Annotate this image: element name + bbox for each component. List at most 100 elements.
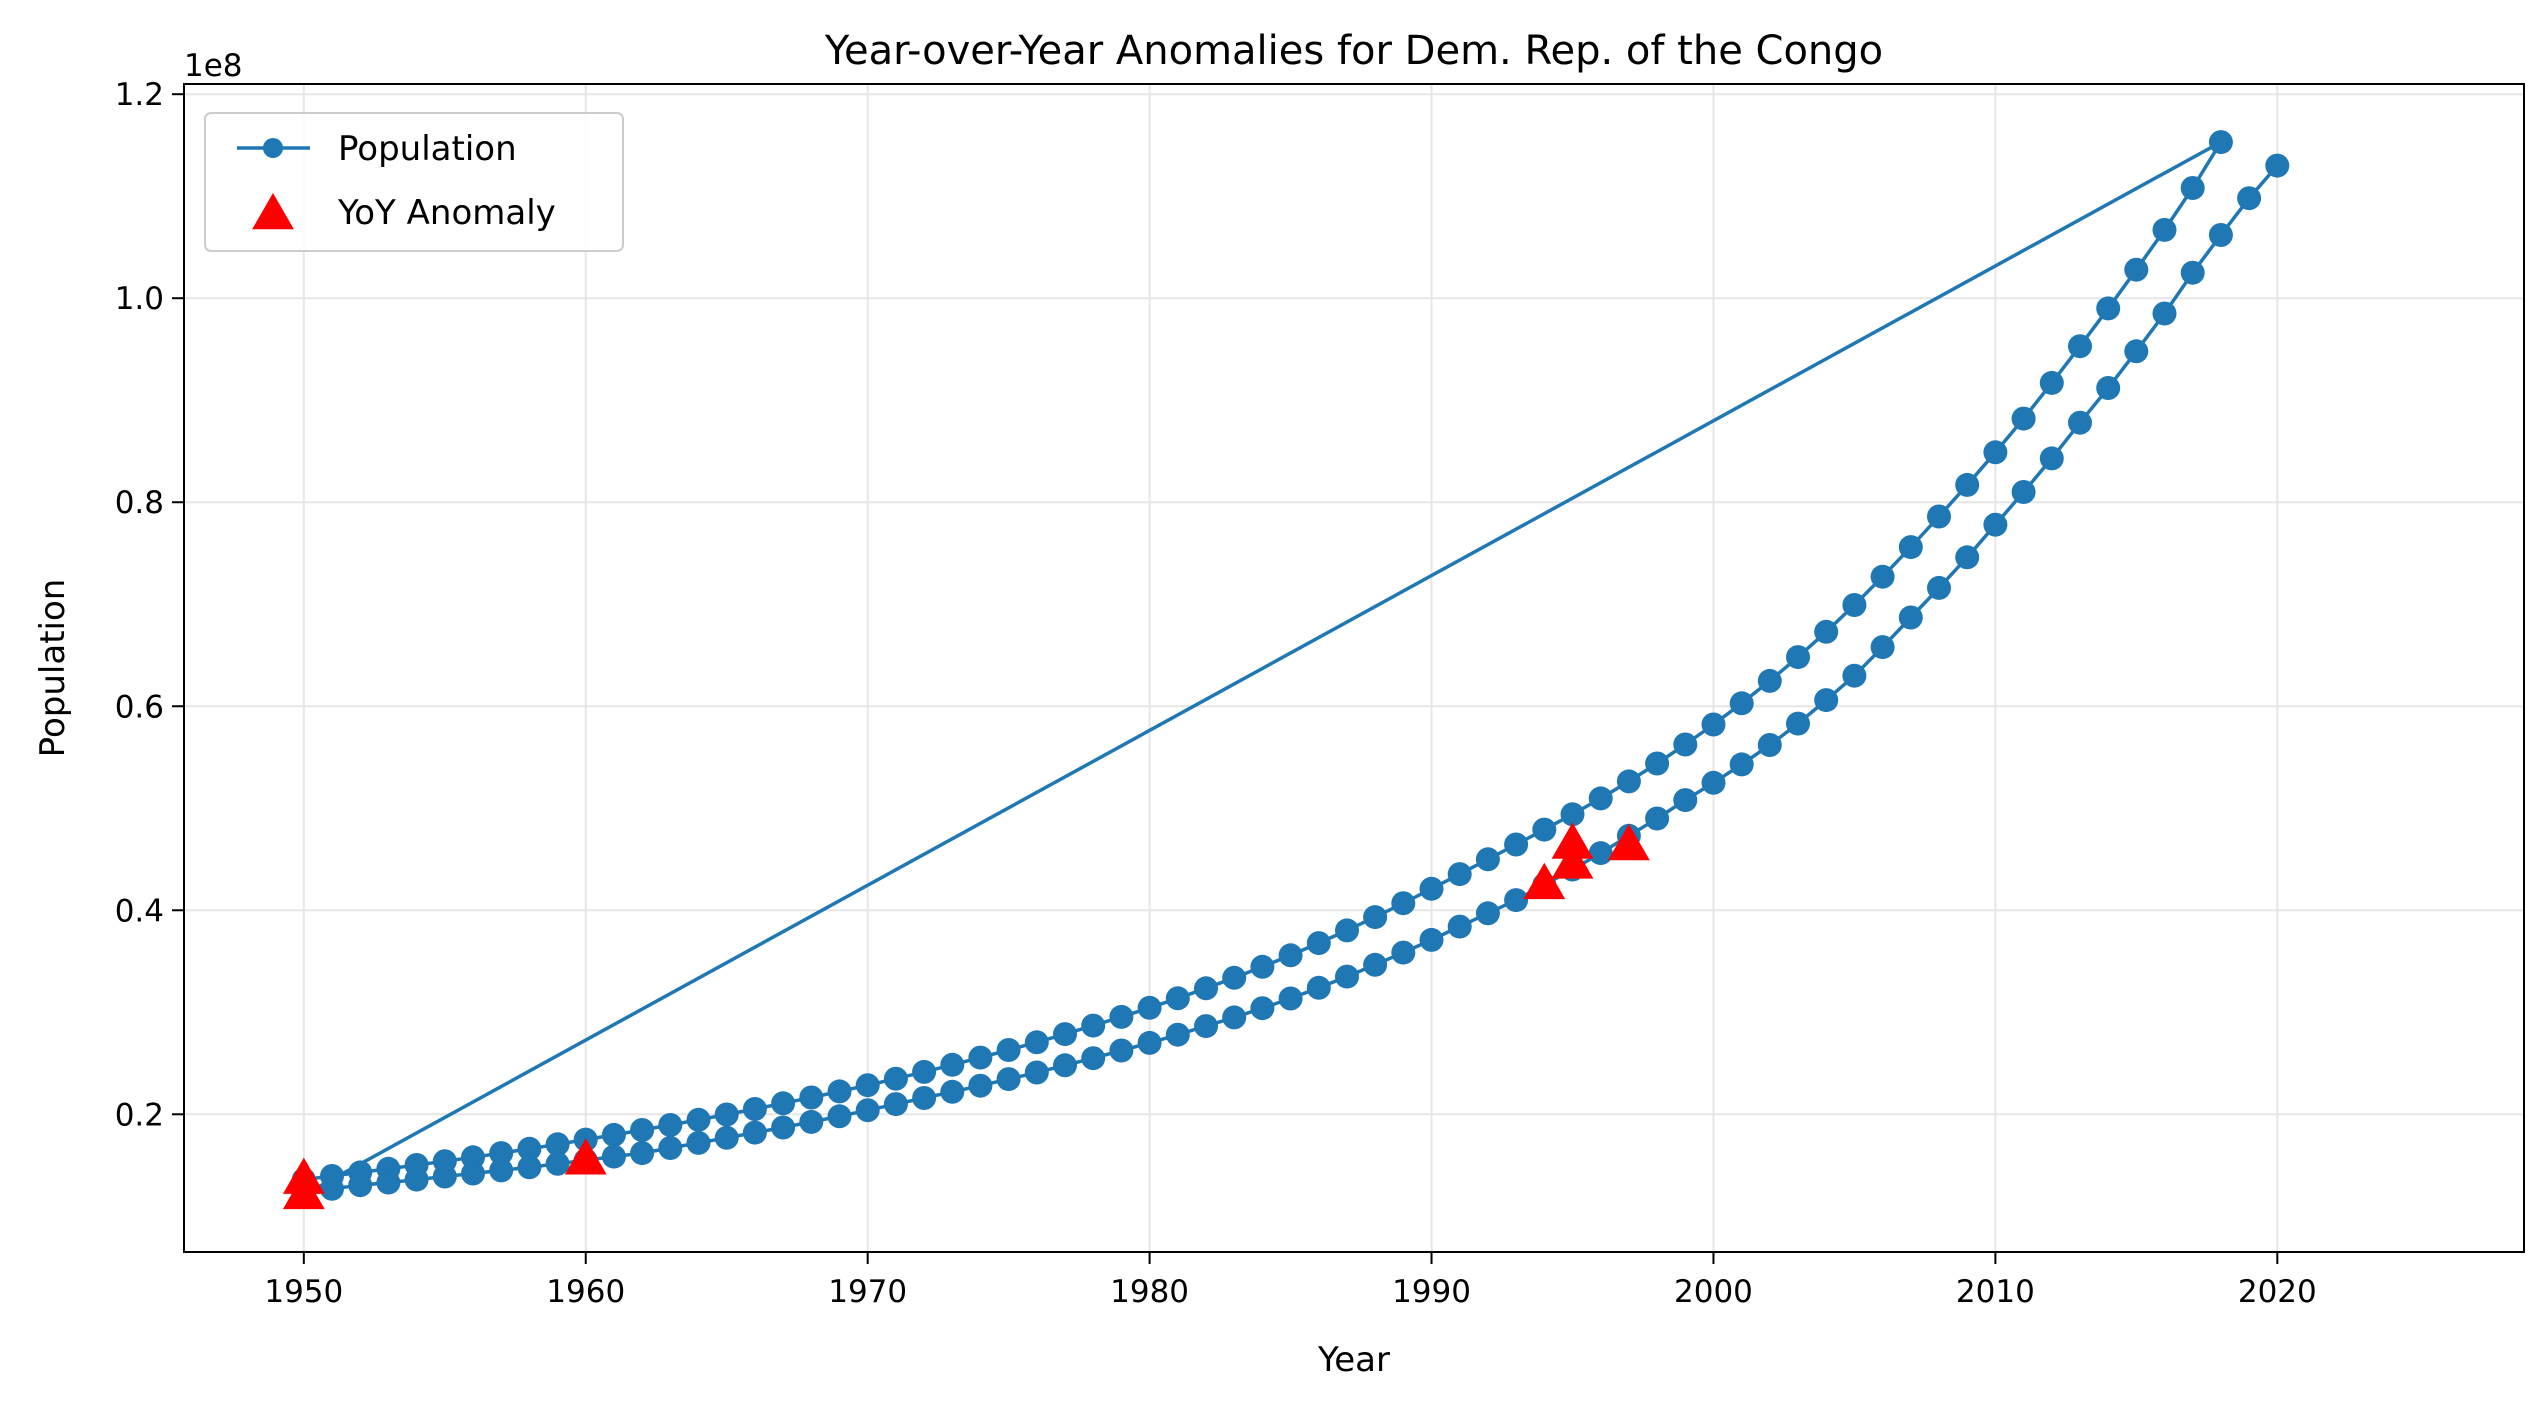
y-tick-label: 0.4 [115, 893, 164, 929]
population-point [686, 1130, 711, 1155]
population-point [658, 1136, 683, 1160]
population-point [1419, 876, 1444, 901]
population-point [2208, 130, 2233, 155]
population-point [545, 1132, 570, 1157]
population-point [1701, 712, 1726, 737]
y-tick-label: 0.6 [115, 689, 164, 725]
population-point [1278, 986, 1303, 1011]
population-point [2237, 186, 2262, 211]
y-tick-label: 1.0 [115, 281, 164, 317]
population-point [1391, 940, 1416, 965]
population-point [1053, 1022, 1077, 1047]
population-point [1532, 817, 1557, 842]
population-point [1081, 1013, 1106, 1038]
x-tick-label: 1990 [1392, 1274, 1471, 1310]
axes-frame [183, 83, 2525, 1253]
population-point [2068, 410, 2092, 435]
population-point [827, 1104, 852, 1129]
population-point [2096, 376, 2121, 400]
population-point [827, 1079, 852, 1104]
population-point [1109, 1038, 1134, 1063]
population-point [1645, 751, 1670, 776]
population-point [771, 1091, 796, 1116]
population-point [1842, 593, 1867, 617]
population-point [968, 1045, 993, 1070]
population-point [1504, 832, 1529, 857]
x-tick-label: 2010 [1956, 1274, 2035, 1310]
population-point [1024, 1060, 1049, 1085]
population-point [799, 1085, 824, 1110]
anomaly-marker [1551, 822, 1594, 859]
population-point [1250, 996, 1275, 1021]
legend-population-marker [263, 138, 283, 158]
population-point [1927, 575, 1951, 600]
population-point [968, 1073, 993, 1098]
population-point [1391, 891, 1416, 916]
population-point [912, 1086, 937, 1110]
y-axis: 0.2 0.4 0.6 0.8 1.0 1.2 [115, 77, 184, 1133]
population-point [2011, 480, 2036, 504]
population-point [1983, 440, 2008, 465]
population-point [855, 1073, 880, 1098]
population-point [1306, 931, 1331, 956]
population-point [771, 1115, 796, 1140]
population-point [489, 1158, 514, 1183]
chart-title: Year-over-Year Anomalies for Dem. Rep. o… [824, 28, 1883, 74]
population-point [1447, 862, 1472, 887]
x-tick-label: 1970 [828, 1274, 907, 1310]
population-point [630, 1141, 655, 1166]
population-point [2039, 370, 2064, 395]
population-point [686, 1107, 711, 1132]
population-point [630, 1118, 655, 1142]
population-point [1814, 619, 1839, 644]
population-point [1898, 605, 1923, 630]
population-point [1955, 545, 1980, 570]
population-point [658, 1113, 683, 1137]
population-point [883, 1066, 908, 1091]
population-point [1504, 888, 1529, 913]
population-point [2208, 223, 2233, 247]
population-point [1870, 635, 1895, 660]
population-point [742, 1097, 767, 1121]
population-point [1278, 943, 1303, 968]
population-point [1109, 1004, 1134, 1029]
population-point [1137, 995, 1162, 1020]
population-point [1983, 512, 2008, 537]
population-point [1673, 732, 1698, 757]
anomaly-marker [1523, 862, 1566, 900]
population-point [1588, 841, 1613, 866]
population-point [1447, 914, 1472, 939]
y-tick-label: 0.2 [115, 1097, 164, 1133]
population-point [545, 1151, 570, 1176]
population-point [1363, 905, 1388, 930]
population-point [1927, 504, 1951, 529]
anomaly-marker [282, 1157, 325, 1194]
y-tick-label: 0.8 [115, 485, 164, 521]
population-point [742, 1120, 767, 1145]
population-point [461, 1161, 485, 1186]
population-point [1053, 1053, 1077, 1078]
y-tick-label: 1.2 [115, 77, 164, 113]
population-point [2180, 260, 2205, 285]
population-point [1673, 788, 1698, 813]
population-point [601, 1122, 626, 1147]
population-point [1250, 954, 1275, 979]
anomaly-marker [564, 1138, 607, 1175]
population-point [2124, 257, 2149, 282]
anomaly-marker [1607, 824, 1650, 861]
grid [184, 84, 2524, 1252]
population-point [2124, 339, 2149, 364]
x-tick-label: 2000 [1674, 1274, 1753, 1310]
anomaly-marker [1551, 842, 1594, 879]
population-point [1165, 1022, 1190, 1047]
population-point [348, 1173, 373, 1198]
population-point [601, 1144, 626, 1169]
x-tick-label: 1950 [264, 1274, 343, 1310]
legend-anomaly-label: YoY Anomaly [337, 193, 556, 233]
population-point [1165, 986, 1190, 1011]
x-axis-label: Year [1317, 1340, 1390, 1380]
population-point [940, 1079, 965, 1104]
population-point [2011, 406, 2036, 431]
population-point [2096, 296, 2121, 321]
